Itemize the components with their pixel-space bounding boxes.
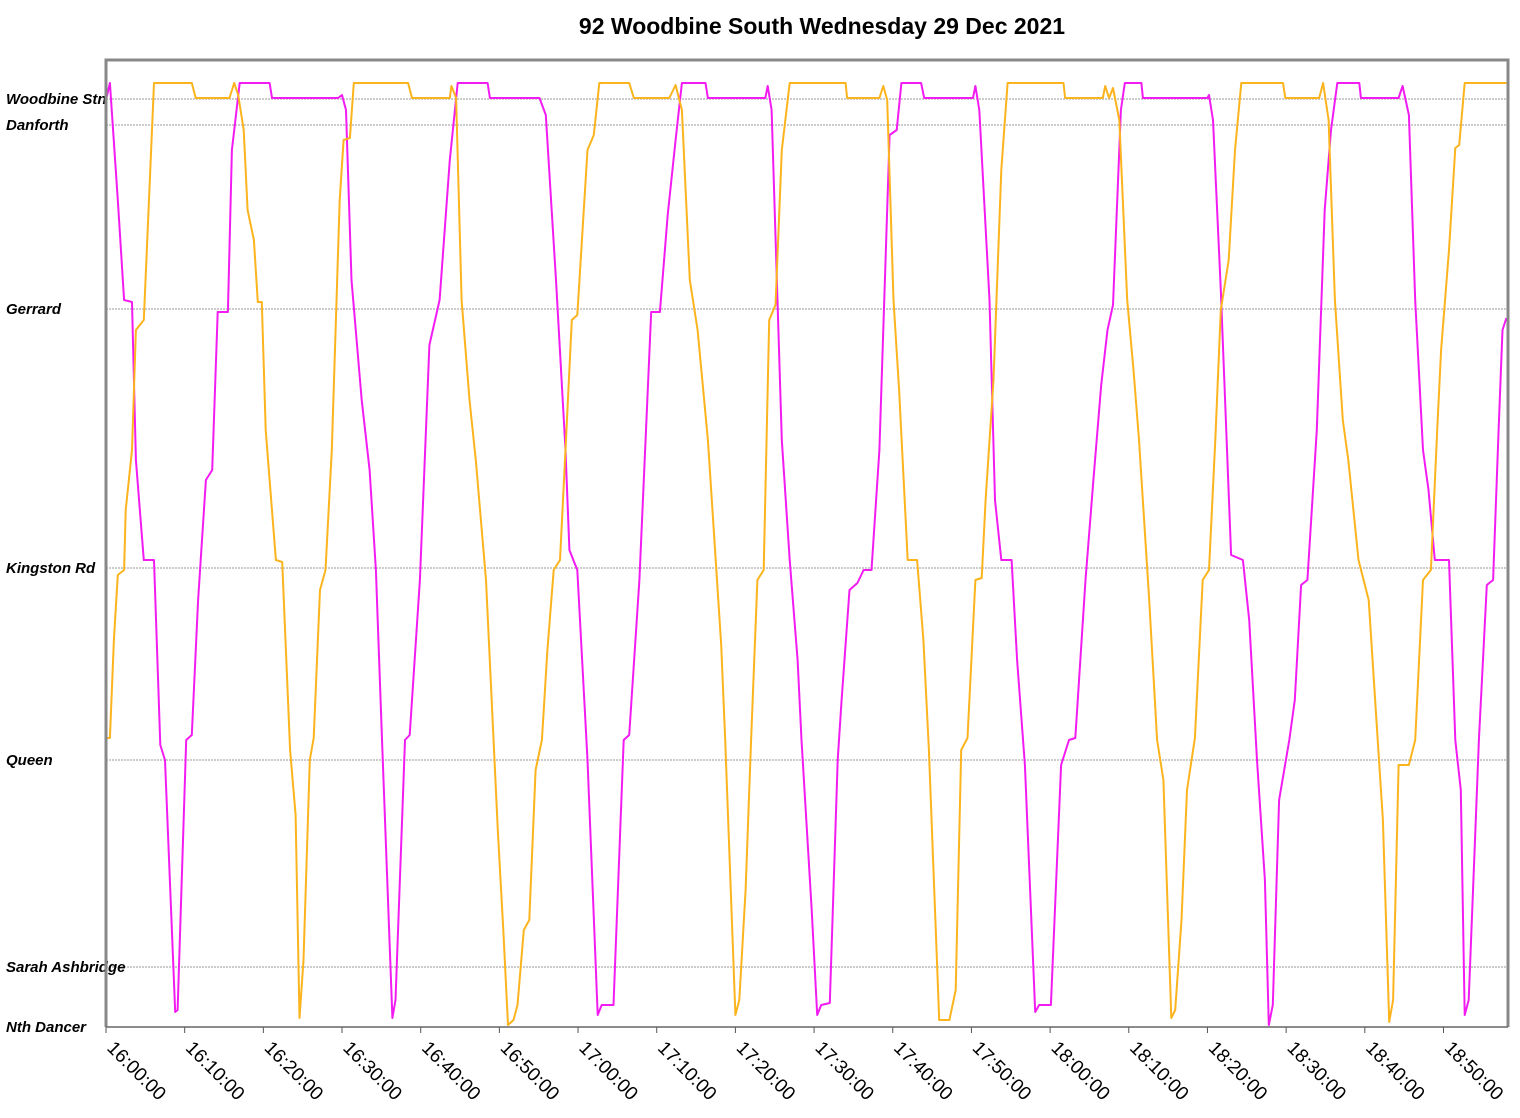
series-line <box>105 82 1508 1026</box>
y-tick-label: Kingston Rd <box>6 560 96 577</box>
plot-frame <box>104 58 1510 1027</box>
y-tick-label: Nth Dancer <box>6 1019 87 1036</box>
series-line <box>106 82 1507 1026</box>
y-tick-label: Queen <box>6 752 53 769</box>
y-tick-label: Gerrard <box>6 301 62 318</box>
y-tick-label: Woodbine Stn <box>6 91 107 108</box>
chart-title: 92 Woodbine South Wednesday 29 Dec 2021 <box>579 13 1065 39</box>
y-tick-label: Sarah Ashbridge <box>6 959 125 976</box>
y-tick-label: Danforth <box>6 117 69 134</box>
